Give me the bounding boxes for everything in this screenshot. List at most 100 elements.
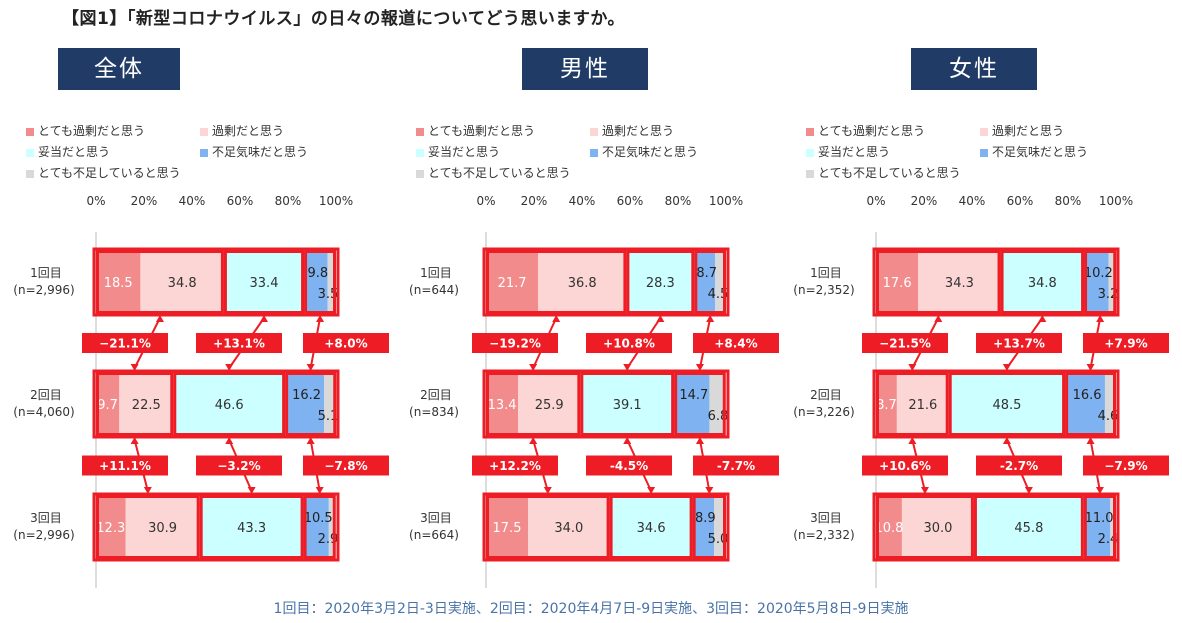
legend-item: 過剰だと思う (980, 122, 1064, 139)
data-label: 45.8 (1014, 521, 1043, 536)
arrow-head (143, 487, 152, 494)
data-label: 36.8 (568, 276, 597, 291)
arrow-head (908, 364, 917, 371)
bar-segment (876, 374, 897, 434)
legend-label: とても過剰だと思う (38, 124, 146, 138)
change-badge (862, 333, 948, 353)
arrow-head (1002, 437, 1011, 444)
legend-item: 過剰だと思う (200, 122, 284, 139)
change-badge (1083, 333, 1169, 353)
legend-swatch (806, 148, 814, 157)
data-label: 10.5 (304, 511, 333, 526)
group-frame (486, 372, 581, 436)
change-label: +11.1% (99, 459, 151, 473)
data-label: 34.0 (554, 521, 583, 536)
x-tick-label: 20% (521, 194, 548, 208)
bar-segment (223, 252, 305, 312)
row-frame (872, 247, 1120, 317)
change-badge (472, 333, 558, 353)
group-frame (223, 250, 305, 314)
legend-item: 不足気味だと思う (980, 143, 1088, 160)
row-n-label: (n=2,996) (13, 528, 74, 542)
row-n-label: (n=644) (409, 283, 459, 297)
change-label: +8.4% (714, 337, 757, 351)
bar-segment (96, 374, 120, 434)
bar-segment (125, 497, 200, 557)
data-label: 28.3 (646, 276, 675, 291)
arrow-head (1086, 437, 1095, 444)
data-label: 17.5 (493, 521, 522, 536)
data-label: 30.0 (923, 521, 952, 536)
arrow-head (920, 487, 929, 494)
data-label: 46.6 (215, 398, 244, 413)
group-frame (626, 250, 695, 314)
group-frame (580, 372, 675, 436)
row-n-label: (n=3,226) (793, 405, 854, 419)
change-badge (82, 455, 168, 476)
change-label: +13.7% (993, 337, 1045, 351)
row-frame (872, 369, 1120, 439)
change-badge (196, 455, 282, 476)
group-frame (948, 372, 1066, 436)
bar-segment (674, 374, 710, 434)
data-label: 33.4 (250, 276, 279, 291)
x-tick-label: 80% (1055, 194, 1082, 208)
data-label: 3.2 (1098, 287, 1119, 302)
data-label: 30.9 (148, 521, 177, 536)
bar-segment (714, 497, 726, 557)
legend-swatch (416, 169, 424, 178)
bar-segment (973, 497, 1084, 557)
change-badge (1083, 455, 1169, 476)
legend-swatch (26, 169, 34, 178)
group-frame (1000, 250, 1085, 314)
data-label: 10.2 (1084, 266, 1113, 281)
group-frame (199, 495, 304, 559)
stacked-bar-chart: 0% 20% 40% 60% 80% 100% 1回目 (n=644) 21.7 36.8 28.3… (409, 194, 779, 588)
row-label: 3回目 (30, 511, 62, 525)
change-label: +13.1% (213, 337, 265, 351)
arrow-head (130, 364, 139, 371)
change-label: −3.2% (217, 459, 260, 473)
row-n-label: (n=2,996) (13, 283, 74, 297)
bar-segment (876, 497, 902, 557)
arrow-head (695, 364, 704, 371)
data-label: 48.5 (992, 398, 1021, 413)
arrow-head (1024, 487, 1033, 494)
data-label: 34.6 (637, 521, 666, 536)
bar-segment (692, 497, 714, 557)
change-label: +7.9% (1104, 337, 1147, 351)
arrow-head (623, 364, 632, 371)
x-tick-label: 100% (709, 194, 743, 208)
arrow-head (260, 315, 268, 322)
bar-segment (1000, 252, 1085, 312)
arrow-head (306, 364, 315, 371)
stacked-bar-chart: 0% 20% 40% 60% 80% 100% 1回目 (n=2,996) 18.5 34.8 33… (13, 194, 389, 588)
change-badge (976, 333, 1062, 353)
arrow-head (529, 364, 538, 371)
data-label: 16.2 (292, 388, 321, 403)
legend-swatch (416, 127, 424, 136)
change-badge (693, 333, 779, 353)
arrow-head (543, 487, 552, 494)
data-label: 13.4 (488, 398, 517, 413)
data-label: 12.3 (96, 521, 125, 536)
legend-label: とても不足していると思う (818, 166, 961, 180)
change-label: -2.7% (1000, 459, 1038, 473)
bar-segment (948, 374, 1066, 434)
bar-segment (1108, 252, 1117, 312)
arrow-head (247, 487, 256, 494)
x-tick-label: 60% (227, 194, 254, 208)
row-label: 3回目 (420, 511, 452, 525)
bar-segment (304, 252, 328, 312)
legend-label: 過剰だと思う (602, 124, 675, 138)
bar-segment (518, 374, 581, 434)
x-tick-label: 80% (275, 194, 302, 208)
row-n-label: (n=664) (409, 528, 459, 542)
row-label: 1回目 (810, 266, 842, 280)
legend-item: とても過剰だと思う (416, 122, 535, 139)
group-frame (1065, 372, 1116, 436)
legend-label: 妥当だと思う (818, 145, 891, 159)
arrow-head (656, 315, 665, 322)
row-n-label: (n=4,060) (13, 405, 74, 419)
change-label: −7.8% (324, 459, 367, 473)
